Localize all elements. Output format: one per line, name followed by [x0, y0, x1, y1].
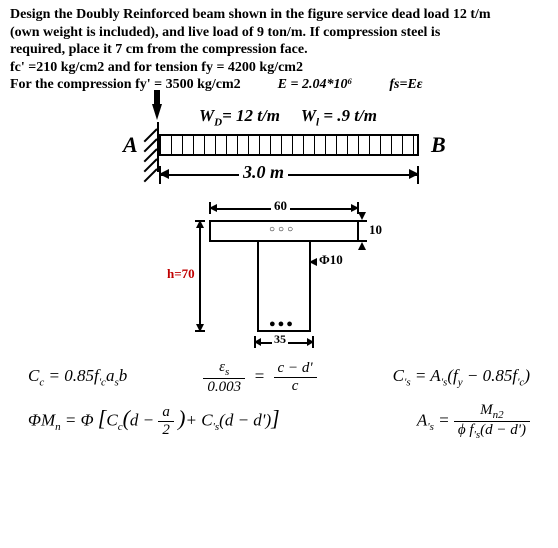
formula-row-1: Cc = 0.85f'casb εs0.003 = c − d'c C's = …: [10, 359, 548, 396]
formula-row-2: ΦMn = Φ [Cc(d − a2 )+ C's(d − d')] A's =…: [10, 396, 548, 441]
span-dimension: [159, 166, 419, 186]
fixed-support-icon: [139, 122, 159, 172]
point-a-label: A: [123, 132, 138, 158]
problem-statement: Design the Doubly Reinforced beam shown …: [10, 6, 548, 94]
line4: fc' =210 kg/cm2 and for tension fy = 420…: [10, 59, 548, 77]
stirrup-arrow-icon: [309, 258, 317, 266]
line3: required, place it 7 cm from the compres…: [10, 41, 548, 59]
fy-prime: For the compression fy' = 3500 kg/cm2: [10, 77, 241, 92]
stirrup-label: Φ10: [319, 252, 343, 268]
beam-body: [159, 134, 419, 156]
beam-diagram: WD= 12 t/m Wl = .9 t/m A B 3.0 m: [89, 104, 469, 194]
top-reinforcement-icon: ○○○: [269, 224, 296, 235]
flange-depth-dim: [361, 220, 363, 242]
line2: (own weight is included), and live load …: [10, 24, 548, 42]
line1: Design the Doubly Reinforced beam shown …: [10, 6, 548, 24]
flange-width-value: 60: [271, 198, 290, 214]
line5: For the compression fy' = 3500 kg/cm2 E …: [10, 76, 548, 94]
modulus-e: E = 2.04*10⁶: [278, 77, 353, 92]
web-width-value: 35: [272, 332, 288, 347]
cross-section-diagram: 60 ○○○ ●●● Φ10 10 h=70 35: [139, 200, 419, 355]
formula-cc: Cc = 0.85f'casb: [28, 366, 127, 388]
fs-relation: fs=Eε: [389, 77, 422, 92]
load-labels: WD= 12 t/m Wl = .9 t/m: [199, 106, 377, 128]
flange-depth-value: 10: [369, 222, 382, 238]
point-b-label: B: [431, 132, 446, 158]
formula-mn: ΦMn = Φ [Cc(d − a2 )+ C's(d − d')]: [28, 404, 280, 439]
bottom-reinforcement-icon: ●●●: [269, 318, 295, 330]
span-value: 3.0 m: [239, 162, 288, 183]
height-value: h=70: [167, 266, 195, 282]
formula-strain: εs0.003 = c − d'c: [203, 359, 316, 396]
height-dim: [199, 220, 201, 332]
formula-cs: C's = A's(fy − 0.85f'c): [393, 366, 530, 388]
load-arrow-icon: [152, 104, 162, 120]
formula-as: A's = Mn2 ϕ f's(d − d'): [417, 402, 530, 441]
